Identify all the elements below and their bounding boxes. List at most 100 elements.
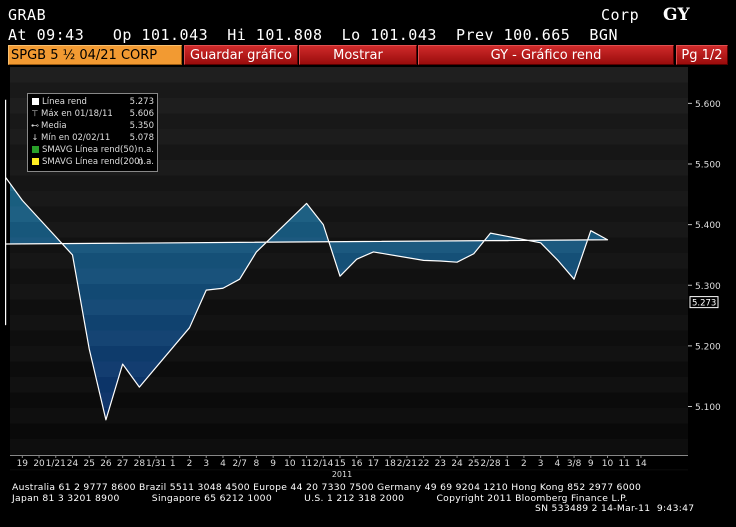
legend-value: 5.078 (129, 133, 154, 143)
x-tick-label: 28 (134, 459, 146, 469)
x-tick-label: 27 (117, 459, 128, 469)
x-tick-label: 11 (619, 459, 630, 469)
x-tick-label: 8 (254, 459, 260, 469)
x-tick-label: 15 (334, 459, 345, 469)
y-tick-label: 5.100 (695, 403, 721, 413)
background-band (10, 98, 688, 114)
x-tick-label: 4 (220, 459, 226, 469)
legend-row: SMAVG Línea rend(200) n.a. (31, 156, 154, 168)
x-tick-label: 2/14 (313, 459, 333, 469)
x-tick-label: 9 (270, 459, 276, 469)
legend-value: n.a. (138, 157, 154, 167)
background-band (10, 392, 688, 409)
legend-label: Línea rend (42, 97, 87, 107)
last-value-box (689, 296, 719, 309)
x-tick-label: 1/31 (146, 459, 166, 469)
legend-label: SMAVG Línea rend(50) (42, 145, 138, 155)
x-tick-label: 17 (368, 459, 379, 469)
legend-value: 5.273 (129, 97, 154, 107)
background-band (10, 129, 688, 145)
x-axis-panel (10, 455, 689, 469)
market-sector-label: Corp (601, 6, 640, 24)
legend-label: SMAVG Línea rend(200) (42, 157, 143, 167)
ticker-label: GRAB (8, 6, 47, 24)
x-tick-label: 23 (435, 459, 446, 469)
legend-row: ⊤ Máx en 01/18/11 5.606 (31, 108, 154, 120)
x-tick-label: 18 (384, 459, 396, 469)
x-tick-label: 20 (33, 459, 45, 469)
min-marker-icon: ↓ (31, 133, 39, 142)
y-tick-label: 5.500 (695, 161, 721, 171)
background-band (10, 191, 688, 207)
year-label: 2011 (332, 470, 352, 479)
yield-line (4, 99, 609, 421)
chart-legend: Línea rend 5.273 ⊤ Máx en 01/18/11 5.606 ⊷ Med… (27, 93, 158, 172)
exchange-badge: GY (663, 5, 690, 25)
background-band (10, 423, 688, 440)
x-tick-label: 1/21 (46, 459, 66, 469)
x-tick-label: 22 (418, 459, 429, 469)
background-band (10, 361, 688, 378)
y-axis-panel (688, 67, 734, 457)
footer-contacts-line: Australia 61 2 9777 8600 Brazil 5511 304… (12, 482, 642, 493)
legend-label: Máx en 01/18/11 (41, 109, 113, 119)
legend-row: Línea rend 5.273 (31, 96, 154, 108)
legend-label: Mín en 02/02/11 (41, 133, 111, 143)
x-tick-label: 26 (100, 459, 112, 469)
footer-serial-line: SN 533489 2 14-Mar-11 9:43:47 (535, 503, 695, 514)
save-chart-button[interactable]: Guardar gráfico (184, 45, 298, 65)
security-field[interactable]: SPGB 5 ½ 04/21 CORP (8, 45, 182, 65)
background-band (10, 113, 688, 130)
x-tick-label: 25 (83, 459, 94, 469)
legend-value: 5.350 (129, 121, 154, 131)
x-tick-label: 2/28 (480, 459, 500, 469)
background-band (10, 67, 688, 83)
y-tick-label: 5.400 (695, 221, 721, 231)
legend-value: n.a. (138, 145, 154, 155)
x-tick-label: 14 (635, 459, 647, 469)
function-title-tab: GY - Gráfico rend (418, 45, 674, 65)
x-tick-label: 11 (301, 459, 312, 469)
legend-label: Media (41, 121, 67, 131)
legend-swatch (32, 98, 39, 105)
x-tick-label: 25 (468, 459, 479, 469)
x-tick-label: 1 (170, 459, 176, 469)
footer-contacts-line-2: Japan 81 3 3201 8900 Singapore 65 6212 1… (12, 493, 628, 504)
legend-row: ⊷ Media 5.350 (31, 120, 154, 132)
x-tick-label: 10 (284, 459, 296, 469)
last-value-label: 5.273 (692, 299, 716, 309)
function-tab-bar: SPGB 5 ½ 04/21 CORP Guardar gráfico Most… (0, 45, 736, 65)
y-tick-label: 5.600 (695, 100, 721, 110)
show-button[interactable]: Mostrar (299, 45, 417, 65)
legend-swatch (32, 158, 39, 165)
x-tick-label: 3 (203, 459, 209, 469)
x-tick-label: 24 (67, 459, 79, 469)
background-band (10, 346, 688, 362)
legend-swatch (32, 146, 39, 153)
x-tick-label: 19 (17, 459, 29, 469)
page-indicator[interactable]: Pg 1/2 (676, 45, 728, 65)
max-marker-icon: ⊤ (31, 109, 39, 118)
y-tick-label: 5.200 (695, 342, 721, 352)
mean-marker-icon: ⊷ (31, 121, 39, 130)
x-tick-label: 4 (554, 459, 560, 469)
background-band (10, 377, 688, 393)
x-tick-label: 9 (588, 459, 594, 469)
background-band (10, 144, 688, 161)
background-band (10, 439, 688, 455)
background-band (10, 206, 688, 223)
x-tick-label: 16 (351, 459, 363, 469)
legend-row: SMAVG Línea rend(50) n.a. (31, 144, 154, 156)
x-tick-label: 24 (451, 459, 463, 469)
background-band (10, 160, 688, 176)
quote-line: At 09:43 Op 101.043 Hi 101.808 Lo 101.04… (8, 26, 618, 44)
header-bar: GRAB Corp GY (8, 5, 728, 25)
legend-value: 5.606 (129, 109, 154, 119)
background-band (10, 222, 688, 238)
background-band (10, 408, 688, 424)
legend-row: ↓ Mín en 02/02/11 5.078 (31, 132, 154, 144)
y-tick-label: 5.300 (695, 282, 721, 292)
x-tick-label: 2 (521, 459, 527, 469)
x-tick-label: 2/21 (397, 459, 417, 469)
